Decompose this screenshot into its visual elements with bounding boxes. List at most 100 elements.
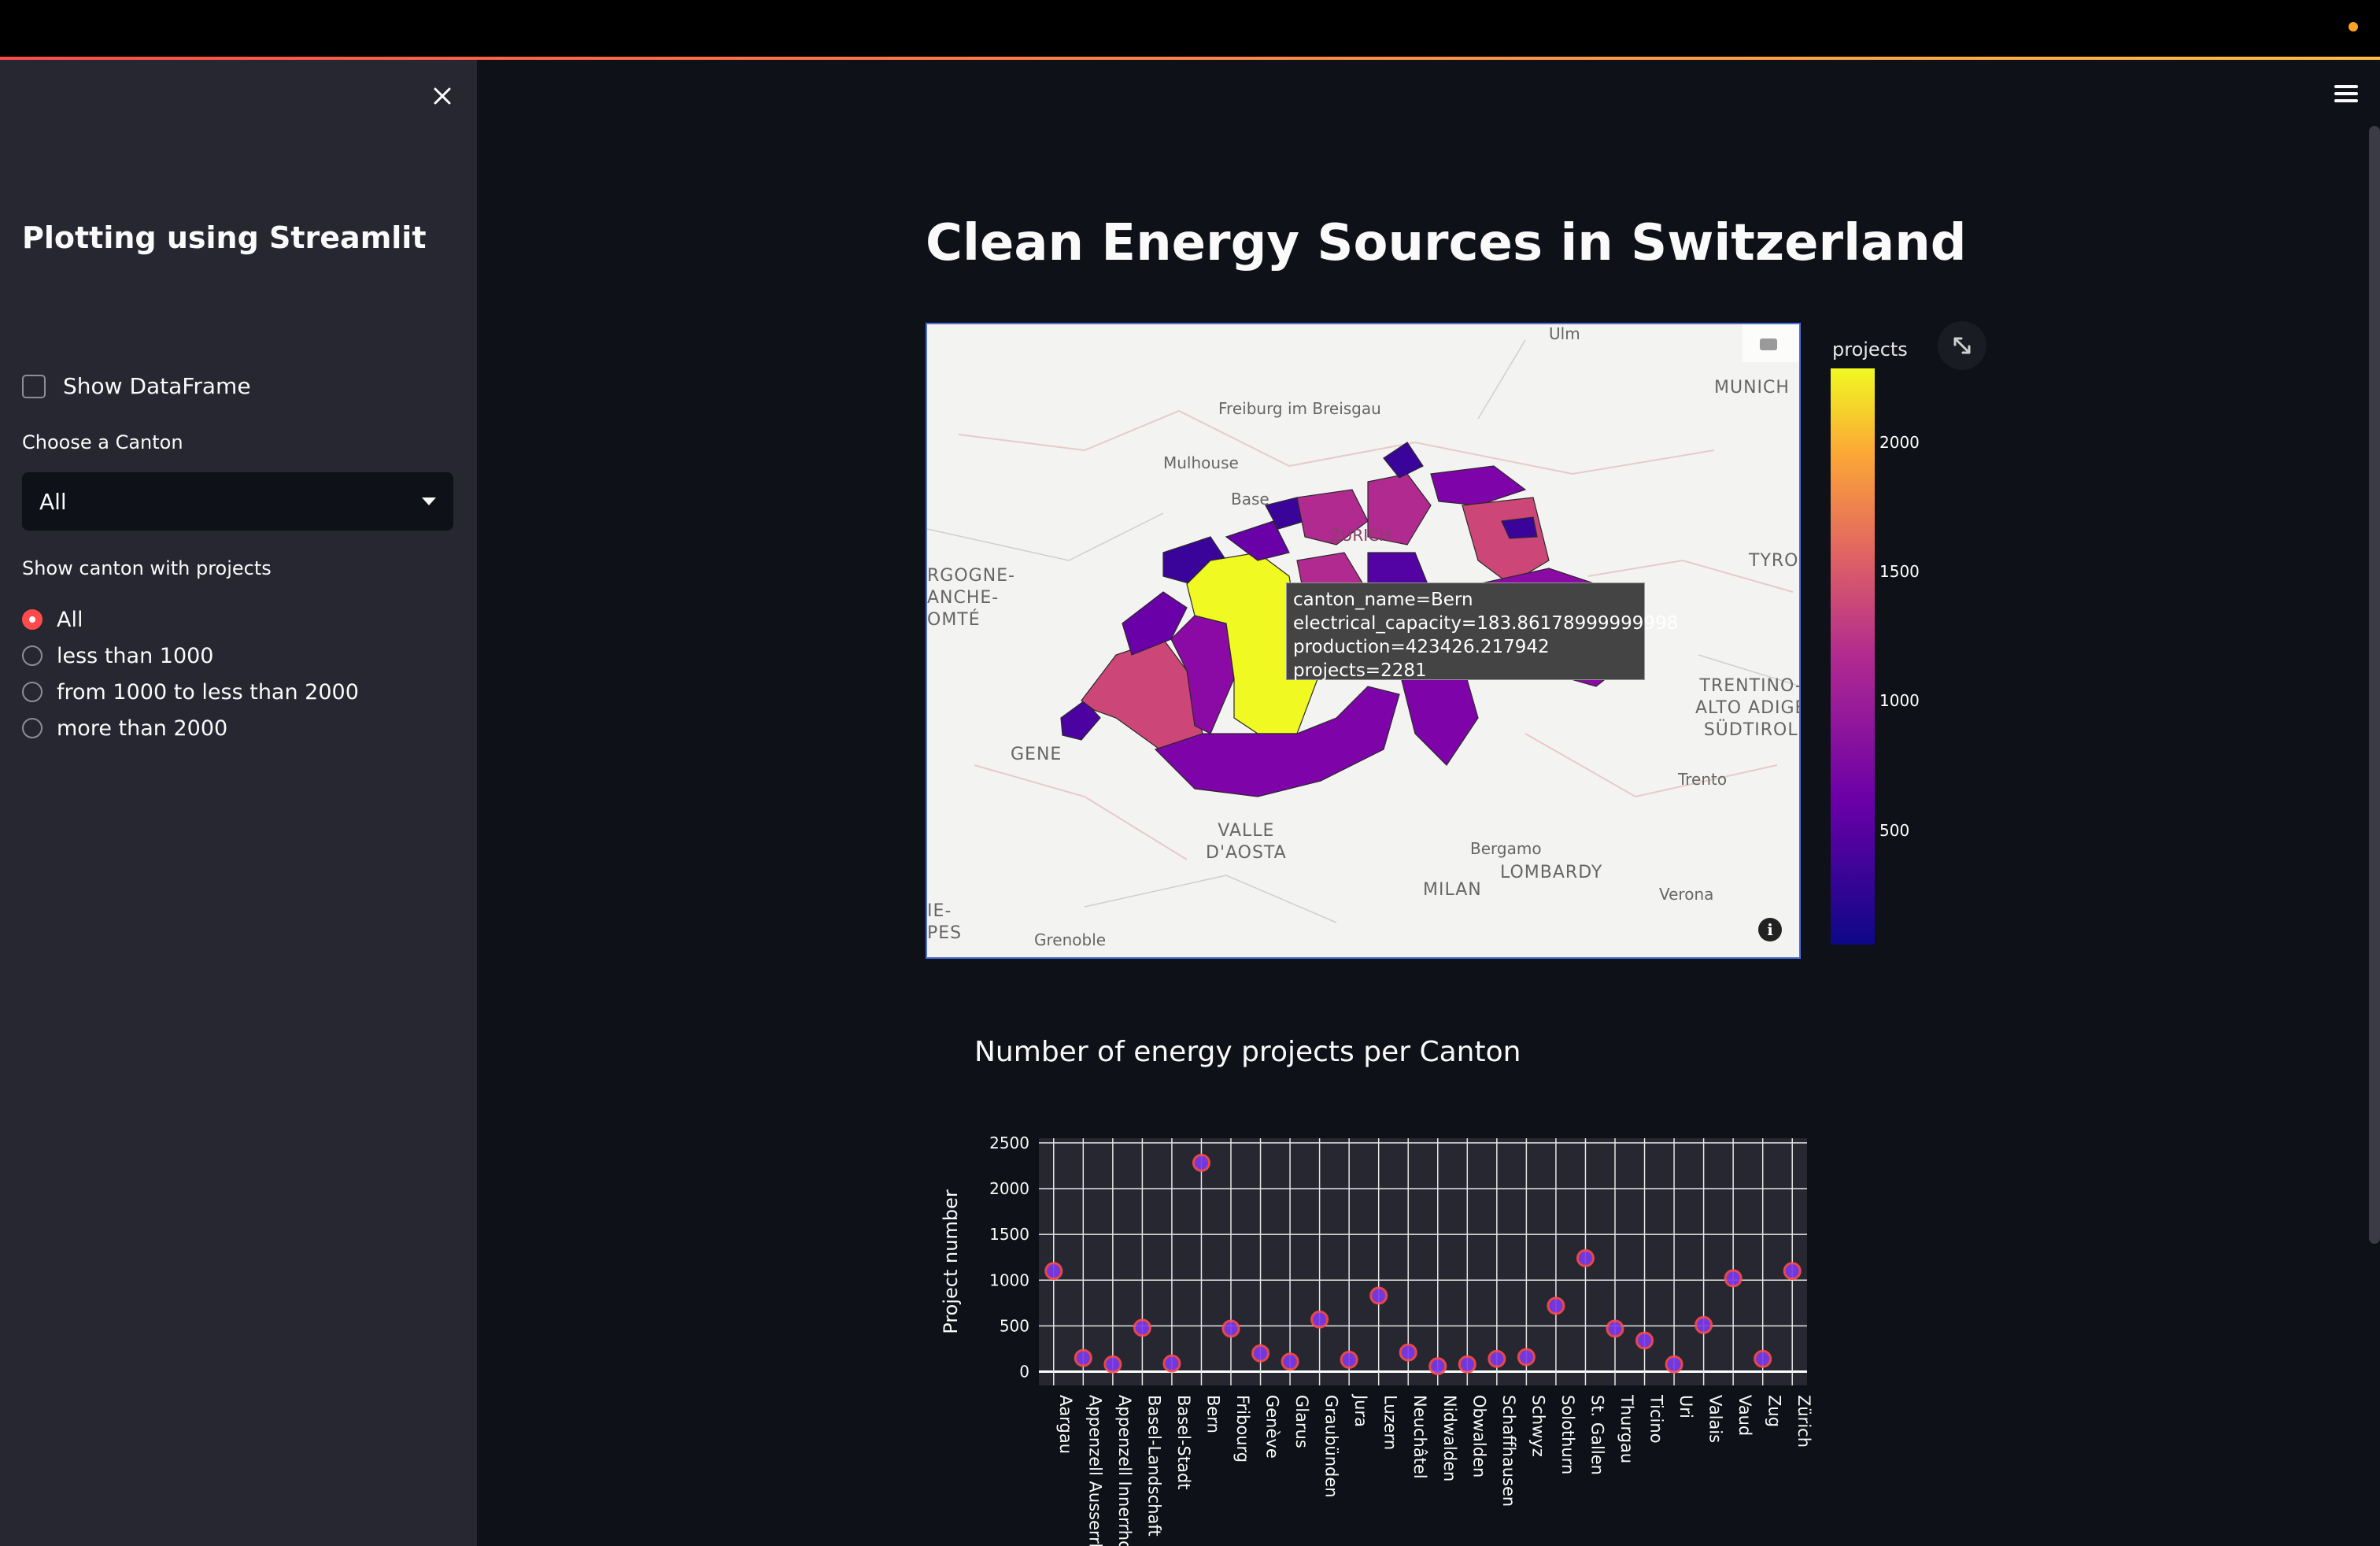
x-tick-label: Luzern: [1381, 1395, 1400, 1450]
map-label-ulm: Ulm: [1549, 324, 1580, 343]
x-tick-label: Appenzell Ausserrhoden: [1085, 1395, 1104, 1546]
data-point[interactable]: [1044, 1262, 1063, 1281]
y-tick-label: 1500: [989, 1225, 1029, 1244]
map-label-basel: Base: [1231, 490, 1269, 509]
canton-appenzell[interactable]: [1501, 516, 1538, 539]
data-point[interactable]: [1458, 1355, 1476, 1374]
x-tick-label: Solothurn: [1558, 1395, 1577, 1474]
show-dataframe-label: Show DataFrame: [63, 373, 251, 399]
radio-button[interactable]: [22, 682, 42, 702]
canton-solothurn[interactable]: [1225, 520, 1290, 561]
tooltip-line: electrical_capacity=183.86178999999998: [1293, 613, 1679, 634]
radio-button[interactable]: [22, 718, 42, 738]
data-point[interactable]: [1251, 1344, 1270, 1363]
tooltip-line: production=423426.217942: [1293, 637, 1550, 657]
attribution-info-icon[interactable]: i: [1758, 918, 1782, 941]
map-label-zurich: ZURICH: [1330, 526, 1391, 545]
canton-schaffhausen[interactable]: [1383, 442, 1424, 479]
projects-radio-group: All less than 1000 from 1000 to less tha…: [22, 601, 359, 746]
data-point[interactable]: [1665, 1355, 1683, 1374]
choose-canton-label: Choose a Canton: [22, 431, 183, 453]
x-tick-label: St. Gallen: [1587, 1395, 1606, 1475]
canton-thurgau[interactable]: [1430, 465, 1527, 506]
data-point[interactable]: [1074, 1348, 1092, 1367]
canton-geneve[interactable]: [1060, 700, 1101, 741]
data-point[interactable]: [1162, 1354, 1181, 1373]
chart-title: Number of energy projects per Canton: [974, 1036, 1521, 1068]
app-header: [0, 0, 2380, 60]
modebar-icons[interactable]: [1743, 324, 1801, 362]
radio-option-1000-to-2000[interactable]: from 1000 to less than 2000: [22, 674, 359, 710]
plot-modebar[interactable]: [1743, 324, 1801, 362]
data-point[interactable]: [1517, 1348, 1536, 1367]
page-title: Clean Energy Sources in Switzerland: [926, 214, 1967, 272]
data-point[interactable]: [1754, 1349, 1772, 1368]
canton-valais[interactable]: [1154, 686, 1400, 797]
data-point[interactable]: [1576, 1248, 1595, 1267]
main-menu-button[interactable]: [2334, 85, 2358, 102]
colorbar-tick: 1000: [1879, 691, 1920, 710]
map-label-freiburg: Freiburg im Breisgau: [1218, 399, 1381, 418]
canton-select-value: All: [39, 488, 67, 515]
header-decoration: [0, 57, 2380, 60]
data-point[interactable]: [1281, 1352, 1299, 1371]
data-point[interactable]: [1369, 1286, 1388, 1305]
radio-button[interactable]: [22, 645, 42, 666]
show-dataframe-checkbox[interactable]: Show DataFrame: [22, 373, 251, 399]
data-point[interactable]: [1635, 1331, 1654, 1350]
x-tick-label: Schaffhausen: [1499, 1395, 1518, 1507]
map-label-valle-daosta: VALLE D'AOSTA: [1206, 821, 1287, 863]
map-label-bourgogne: RGOGNE- ANCHE- OMTÉ: [927, 566, 1015, 630]
map-label-trento: Trento: [1678, 770, 1728, 789]
map-label-tyrol: TYRO: [1749, 551, 1799, 571]
radio-button-selected[interactable]: [22, 609, 42, 630]
map-label-geneva: GENE: [1011, 745, 1062, 764]
data-point[interactable]: [1340, 1350, 1358, 1369]
data-point[interactable]: [1488, 1349, 1506, 1368]
data-point[interactable]: [1428, 1357, 1447, 1376]
scrollbar[interactable]: [2369, 126, 2380, 1244]
data-point[interactable]: [1606, 1319, 1624, 1338]
data-point[interactable]: [1221, 1319, 1240, 1338]
data-point[interactable]: [1310, 1310, 1329, 1329]
data-point[interactable]: [1694, 1315, 1713, 1334]
checkbox-box[interactable]: [22, 374, 46, 398]
x-tick-label: Obwalden: [1469, 1395, 1488, 1478]
radio-option-less-than-1000[interactable]: less than 1000: [22, 638, 359, 674]
canton-aargau[interactable]: [1296, 489, 1369, 546]
x-tick-label: Graubünden: [1322, 1395, 1341, 1498]
x-tick-label: Glarus: [1292, 1395, 1311, 1448]
tooltip-line: canton_name=Bern: [1293, 590, 1473, 610]
x-tick-label: Valais: [1706, 1395, 1725, 1443]
tooltip-line: projects=2281: [1293, 660, 1427, 681]
data-point[interactable]: [1192, 1153, 1210, 1172]
data-point[interactable]: [1724, 1269, 1743, 1288]
x-tick-label: Ticino: [1647, 1394, 1666, 1444]
y-tick-label: 0: [1019, 1363, 1029, 1381]
map-label-verona: Verona: [1659, 885, 1714, 904]
map-label-milan: MILAN: [1423, 880, 1482, 900]
y-tick-label: 1000: [989, 1270, 1029, 1289]
radio-label: All: [57, 607, 83, 632]
map-label-bergamo: Bergamo: [1470, 839, 1542, 858]
data-point[interactable]: [1399, 1343, 1417, 1362]
radio-option-all[interactable]: All: [22, 601, 359, 638]
data-point[interactable]: [1783, 1262, 1802, 1281]
choropleth-map[interactable]: Freiburg im Breisgau Mulhouse Ulm MUNICH…: [926, 323, 1801, 959]
camera-icon: [1760, 338, 1777, 350]
x-tick-label: Genève: [1263, 1395, 1282, 1459]
canton-select[interactable]: All: [22, 472, 453, 531]
radio-option-more-than-2000[interactable]: more than 2000: [22, 710, 359, 746]
data-point[interactable]: [1103, 1355, 1122, 1374]
map-hover-tooltip: canton_name=Bern electrical_capacity=183…: [1286, 583, 1679, 681]
colorbar-tick: 2000: [1879, 433, 1920, 452]
projects-scatter-chart[interactable]: 0 500 1000 1500 2000 2500 Aargau Appenzell Auss…: [926, 1118, 1854, 1546]
data-point[interactable]: [1547, 1296, 1565, 1315]
menu-icon: [2334, 85, 2358, 88]
fullscreen-button[interactable]: [1938, 321, 1986, 370]
close-sidebar-button[interactable]: [428, 82, 456, 110]
colorbar: [1831, 368, 1875, 945]
x-tick-label: Zürich: [1794, 1395, 1813, 1448]
data-point[interactable]: [1133, 1319, 1151, 1337]
colorbar-tick: 500: [1879, 821, 1910, 840]
